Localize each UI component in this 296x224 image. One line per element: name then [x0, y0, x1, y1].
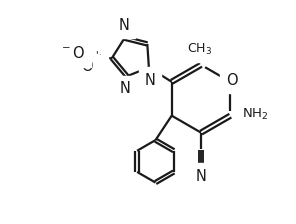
Text: $^-$O: $^-$O: [59, 45, 85, 61]
Text: N: N: [196, 169, 207, 184]
Text: O: O: [82, 60, 93, 75]
Text: CH$_3$: CH$_3$: [187, 41, 212, 57]
Text: N: N: [120, 82, 131, 97]
Text: O: O: [226, 73, 238, 88]
Text: N: N: [119, 18, 130, 33]
Text: N$^+$: N$^+$: [79, 51, 102, 68]
Text: NH$_2$: NH$_2$: [242, 107, 268, 122]
Text: N: N: [145, 73, 156, 88]
